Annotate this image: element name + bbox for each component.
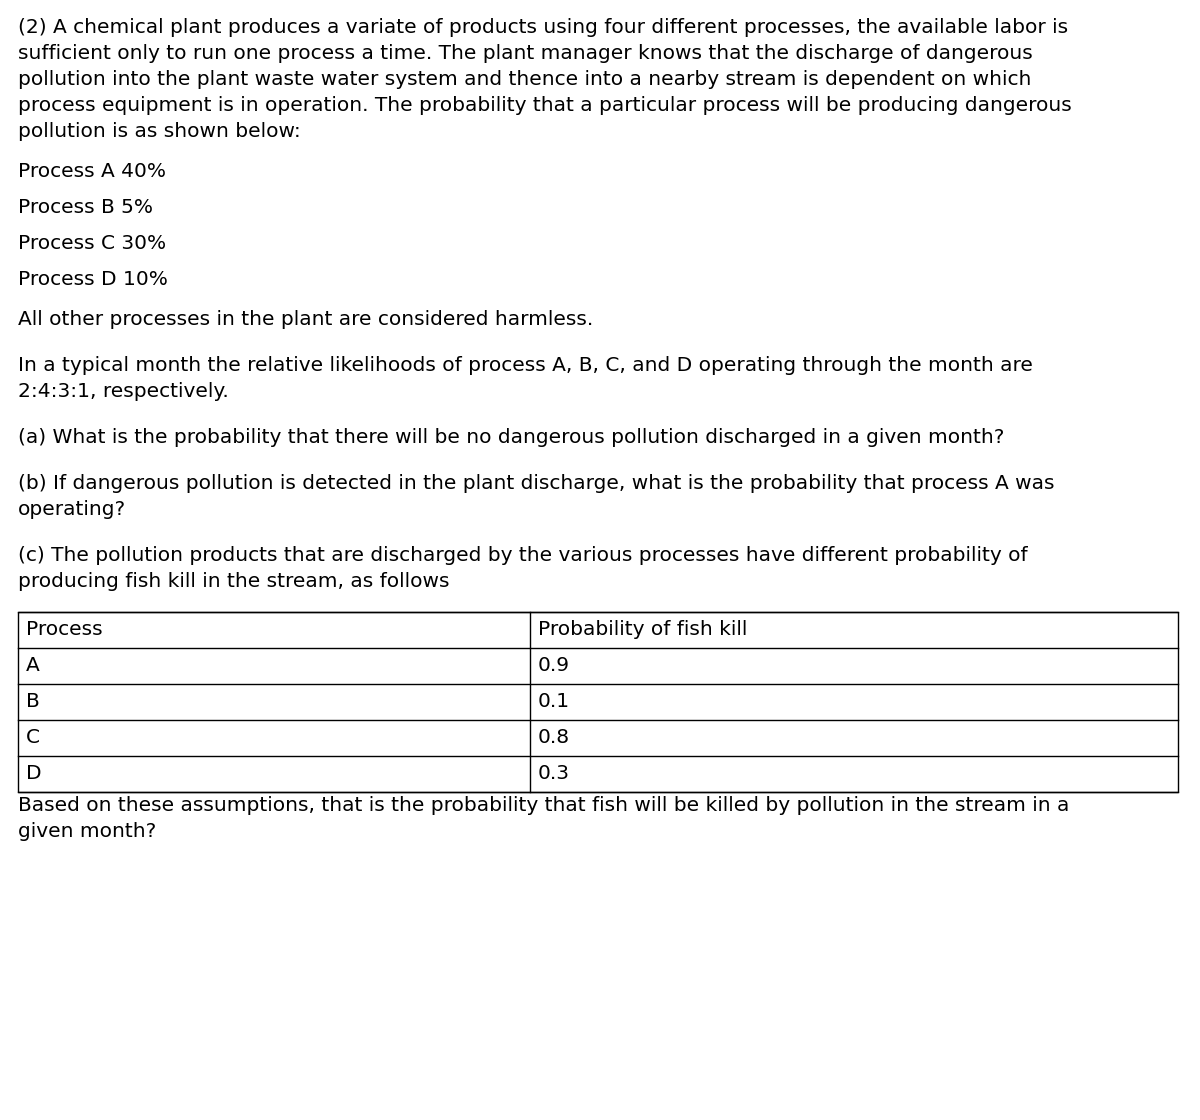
- Text: Probability of fish kill: Probability of fish kill: [538, 620, 748, 640]
- Text: B: B: [26, 692, 40, 711]
- Text: Process D 10%: Process D 10%: [18, 270, 168, 289]
- Text: operating?: operating?: [18, 500, 126, 519]
- Text: Process C 30%: Process C 30%: [18, 234, 166, 253]
- Text: pollution into the plant waste water system and thence into a nearby stream is d: pollution into the plant waste water sys…: [18, 69, 1031, 88]
- Text: Process A 40%: Process A 40%: [18, 162, 166, 181]
- Text: 0.8: 0.8: [538, 728, 570, 747]
- Text: Process: Process: [26, 620, 103, 640]
- Text: 2:4:3:1, respectively.: 2:4:3:1, respectively.: [18, 382, 229, 401]
- Text: C: C: [26, 728, 40, 747]
- Text: (a) What is the probability that there will be no dangerous pollution discharged: (a) What is the probability that there w…: [18, 428, 1004, 447]
- Text: Process B 5%: Process B 5%: [18, 198, 154, 217]
- Text: sufficient only to run one process a time. The plant manager knows that the disc: sufficient only to run one process a tim…: [18, 44, 1033, 63]
- Text: process equipment is in operation. The probability that a particular process wil: process equipment is in operation. The p…: [18, 96, 1072, 115]
- Text: All other processes in the plant are considered harmless.: All other processes in the plant are con…: [18, 310, 593, 329]
- Text: 0.1: 0.1: [538, 692, 570, 711]
- Text: 0.9: 0.9: [538, 656, 570, 675]
- Text: Based on these assumptions, that is the probability that fish will be killed by : Based on these assumptions, that is the …: [18, 796, 1069, 815]
- Bar: [18, 612, 1178, 792]
- Text: In a typical month the relative likelihoods of process A, B, C, and D operating : In a typical month the relative likeliho…: [18, 356, 1033, 375]
- Text: D: D: [26, 764, 42, 783]
- Text: pollution is as shown below:: pollution is as shown below:: [18, 122, 301, 141]
- Text: (c) The pollution products that are discharged by the various processes have dif: (c) The pollution products that are disc…: [18, 547, 1027, 564]
- Text: (b) If dangerous pollution is detected in the plant discharge, what is the proba: (b) If dangerous pollution is detected i…: [18, 474, 1055, 493]
- Text: given month?: given month?: [18, 822, 156, 841]
- Text: producing fish kill in the stream, as follows: producing fish kill in the stream, as fo…: [18, 572, 450, 591]
- Text: A: A: [26, 656, 40, 675]
- Text: 0.3: 0.3: [538, 764, 570, 783]
- Text: (2) A chemical plant produces a variate of products using four different process: (2) A chemical plant produces a variate …: [18, 18, 1068, 37]
